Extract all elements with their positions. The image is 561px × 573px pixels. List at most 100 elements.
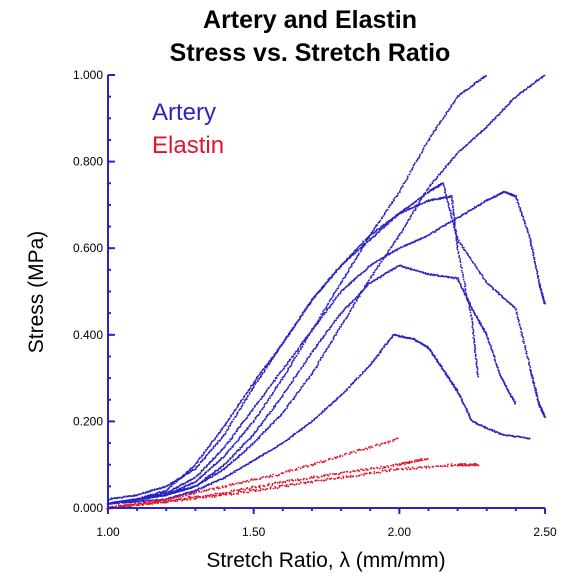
data-point (336, 269, 338, 271)
data-point (349, 309, 352, 311)
data-point (124, 495, 126, 498)
data-point (279, 380, 282, 383)
data-point (515, 95, 518, 98)
data-point (401, 184, 404, 187)
data-point (388, 338, 391, 341)
data-point (310, 300, 312, 303)
data-point (411, 168, 413, 170)
data-point (261, 371, 264, 374)
data-point (396, 437, 399, 440)
data-point (170, 485, 173, 488)
data-point (290, 363, 293, 365)
data-point (277, 399, 280, 402)
data-point (431, 133, 434, 136)
data-point (244, 488, 247, 491)
data-point (118, 501, 121, 504)
data-point (148, 500, 151, 503)
data-point (311, 476, 314, 479)
data-point (216, 486, 219, 488)
data-point (262, 419, 265, 422)
data-point (345, 452, 347, 455)
data-point (443, 370, 446, 372)
data-point (524, 225, 527, 227)
data-point (398, 234, 401, 237)
data-point (421, 148, 424, 151)
data-point (282, 411, 284, 414)
data-point (389, 269, 391, 272)
data-point (230, 489, 233, 492)
data-point (148, 503, 151, 505)
data-point (186, 480, 189, 483)
data-point (289, 358, 292, 361)
data-point (280, 413, 283, 415)
data-point (414, 207, 417, 210)
data-point (443, 114, 446, 117)
data-point (522, 216, 525, 219)
data-point (343, 287, 346, 290)
data-point (351, 262, 354, 265)
data-point (400, 187, 403, 189)
data-point (392, 440, 394, 443)
data-point (145, 499, 148, 502)
data-point (347, 314, 349, 317)
data-point (216, 469, 218, 472)
data-point (179, 498, 182, 501)
data-point (325, 305, 328, 308)
data-point (301, 345, 304, 348)
data-point (274, 379, 276, 382)
data-point (484, 200, 487, 202)
data-point (397, 235, 399, 237)
data-point (329, 473, 331, 475)
data-point (154, 501, 156, 504)
data-point (464, 249, 467, 252)
data-point (367, 266, 369, 269)
data-point (449, 161, 452, 163)
data-point (381, 227, 384, 229)
data-point (526, 227, 529, 230)
data-point (421, 202, 424, 205)
data-point (454, 218, 457, 221)
data-point (464, 284, 467, 287)
data-point (303, 310, 306, 312)
data-point (217, 440, 220, 442)
data-point (335, 472, 338, 475)
data-point (406, 178, 408, 181)
data-point (396, 464, 399, 466)
data-point (318, 413, 321, 416)
data-point (339, 290, 342, 293)
data-point (464, 287, 467, 290)
data-point (283, 375, 286, 378)
data-point (355, 377, 358, 380)
data-point (532, 377, 535, 380)
data-point (392, 217, 395, 220)
data-point (408, 173, 411, 176)
data-point (358, 293, 360, 295)
data-point (252, 433, 255, 435)
data-point (220, 428, 223, 431)
data-point (294, 352, 297, 355)
data-point (267, 427, 269, 430)
data-point (366, 468, 369, 471)
data-point (452, 210, 455, 212)
data-point (352, 306, 354, 309)
data-point (458, 254, 461, 257)
data-point (445, 113, 448, 116)
data-point (435, 126, 438, 128)
data-point (132, 501, 135, 504)
data-point (352, 303, 355, 306)
data-point (408, 462, 411, 465)
data-point (229, 484, 232, 487)
data-point (415, 199, 418, 202)
data-point (373, 228, 375, 231)
data-point (221, 436, 224, 439)
data-point (335, 333, 338, 336)
data-point (143, 501, 146, 503)
data-point (462, 290, 465, 293)
data-point (439, 365, 442, 368)
data-point (305, 308, 308, 311)
data-point (323, 352, 325, 354)
data-point (366, 268, 368, 271)
data-point (289, 401, 292, 404)
data-point (485, 281, 488, 284)
data-point (198, 487, 201, 490)
